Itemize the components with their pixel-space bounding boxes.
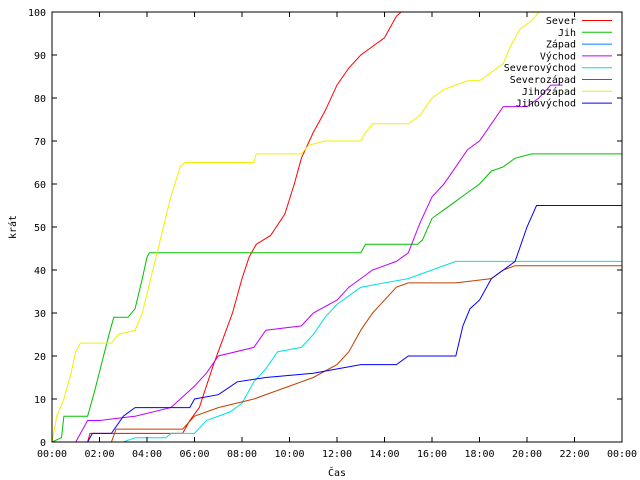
y-tick-label: 10 <box>34 395 46 406</box>
x-tick-label: 20:00 <box>512 449 542 460</box>
y-tick-label: 30 <box>34 309 46 320</box>
legend-label: Jih <box>558 28 576 39</box>
x-tick-label: 12:00 <box>322 449 352 460</box>
x-tick-label: 22:00 <box>559 449 589 460</box>
series-line-6 <box>51 11 540 443</box>
legend-label: Sever <box>546 16 576 27</box>
y-tick-label: 50 <box>34 223 46 234</box>
y-tick-label: 60 <box>34 180 46 191</box>
legend: SeverJihZápadVýchodSeverovýchodSeverozáp… <box>504 16 612 110</box>
series-line-0 <box>52 11 402 443</box>
y-tick-label: 40 <box>34 266 46 277</box>
legend-label: Jihozápad <box>522 86 576 98</box>
y-tick-label: 80 <box>34 94 46 105</box>
x-tick-label: 02:00 <box>84 449 114 460</box>
series-line-1 <box>51 153 622 443</box>
series-line-4 <box>52 260 622 443</box>
y-tick-label: 70 <box>34 137 46 148</box>
legend-label: Jihovýchod <box>516 98 576 110</box>
x-tick-label: 10:00 <box>274 449 304 460</box>
x-tick-label: 18:00 <box>464 449 494 460</box>
y-tick-label: 90 <box>34 51 46 62</box>
series-line-5 <box>52 265 622 443</box>
y-tick-label: 0 <box>40 438 46 449</box>
y-tick-label: 20 <box>34 352 46 363</box>
x-tick-label: 00:00 <box>607 449 637 460</box>
x-axis-title: Čas <box>328 466 346 479</box>
legend-label: Západ <box>546 39 576 51</box>
x-tick-label: 08:00 <box>227 449 257 460</box>
legend-label: Severozápad <box>510 74 576 86</box>
series-line-7 <box>52 205 622 443</box>
y-axis-title: krát <box>7 215 19 239</box>
ticks-layer: 0 10 20 30 40 50 60 70 80 90 100 00:00 02:00 04:00 06:… <box>28 8 637 460</box>
x-tick-label: 00:00 <box>37 449 67 460</box>
legend-label: Severovýchod <box>504 62 576 74</box>
x-tick-label: 06:00 <box>179 449 209 460</box>
y-tick-label: 100 <box>28 8 46 19</box>
legend-label: Východ <box>540 50 576 62</box>
x-tick-label: 04:00 <box>132 449 162 460</box>
x-tick-label: 14:00 <box>369 449 399 460</box>
x-tick-label: 16:00 <box>417 449 447 460</box>
series-line-3 <box>52 84 563 443</box>
